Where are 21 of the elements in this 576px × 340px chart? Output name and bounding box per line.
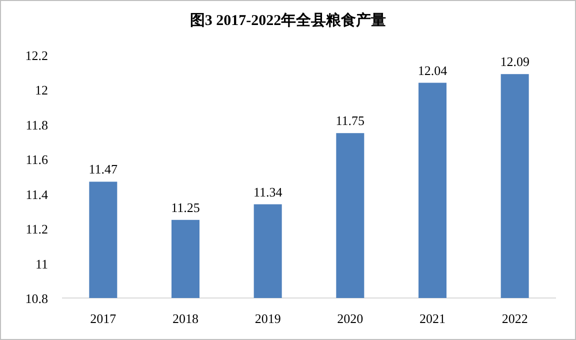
y-tick-label: 11.4	[26, 186, 48, 202]
x-tick-label: 2018	[172, 311, 198, 326]
y-tick-label: 12.2	[25, 48, 48, 63]
y-tick-label: 11	[35, 256, 48, 272]
x-tick-label: 2020	[337, 311, 364, 326]
chart-title: 图3 2017-2022年全县粮食产量	[190, 12, 386, 29]
y-tick-label: 10.8	[25, 291, 48, 306]
x-tick-label: 2022	[502, 311, 528, 326]
data-label: 11.25	[171, 200, 200, 215]
x-tick-label: 2017	[90, 311, 117, 326]
y-tick-label: 11.2	[26, 222, 48, 237]
y-tick-label: 11.6	[26, 152, 48, 168]
data-label: 11.75	[336, 113, 365, 128]
data-label: 12.04	[418, 62, 448, 78]
data-label: 11.47	[88, 162, 118, 177]
y-tick-label: 11.8	[26, 117, 48, 132]
x-tick-label: 2021	[420, 311, 446, 326]
data-label: 12.09	[500, 54, 530, 70]
x-tick-label: 2019	[254, 311, 281, 326]
data-label: 11.34	[253, 184, 283, 200]
y-tick-label: 12	[35, 82, 48, 98]
